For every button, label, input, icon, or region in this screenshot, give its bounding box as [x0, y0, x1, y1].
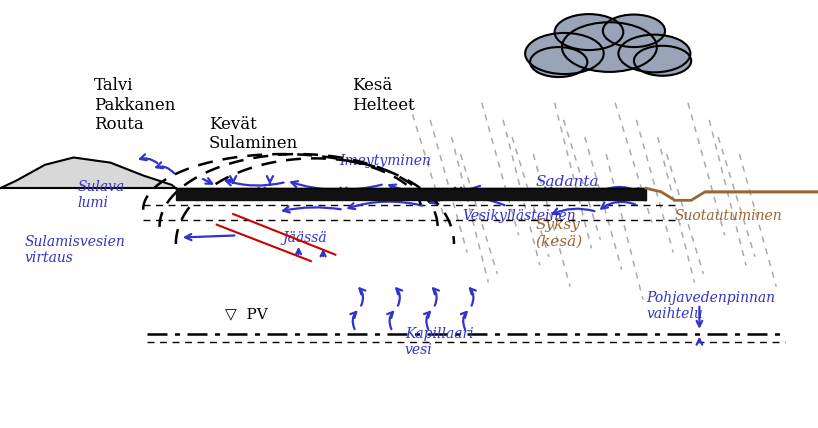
Text: Syksy
(kesä): Syksy (kesä) — [536, 218, 583, 248]
Text: Sadanta: Sadanta — [536, 175, 600, 189]
Circle shape — [530, 47, 587, 77]
Circle shape — [603, 15, 665, 47]
Text: Kesä
Helteet: Kesä Helteet — [352, 77, 415, 114]
Circle shape — [634, 46, 691, 76]
Text: Jäässä: Jäässä — [282, 231, 327, 244]
Text: Talvi
Pakkanen
Routa: Talvi Pakkanen Routa — [94, 77, 175, 133]
Circle shape — [555, 14, 623, 50]
Text: Pohjavedenpinnan
vaihtelu: Pohjavedenpinnan vaihtelu — [646, 291, 775, 321]
Text: Kapillaari
vesi: Kapillaari vesi — [405, 327, 474, 357]
Circle shape — [525, 33, 604, 74]
Text: Sulamisvesien
virtaus: Sulamisvesien virtaus — [25, 235, 125, 265]
Text: Imeytyminen: Imeytyminen — [339, 154, 431, 167]
Circle shape — [562, 22, 657, 72]
Bar — [176, 188, 646, 200]
Circle shape — [618, 35, 690, 72]
Text: ▽  PV: ▽ PV — [225, 308, 267, 321]
Text: Sulava
lumi: Sulava lumi — [78, 180, 125, 210]
Text: Kevät
Sulaminen: Kevät Sulaminen — [209, 116, 298, 152]
Text: Vesikyllästeinen: Vesikyllästeinen — [462, 209, 576, 223]
Polygon shape — [0, 158, 176, 188]
Text: Suotautuminen: Suotautuminen — [675, 209, 783, 223]
